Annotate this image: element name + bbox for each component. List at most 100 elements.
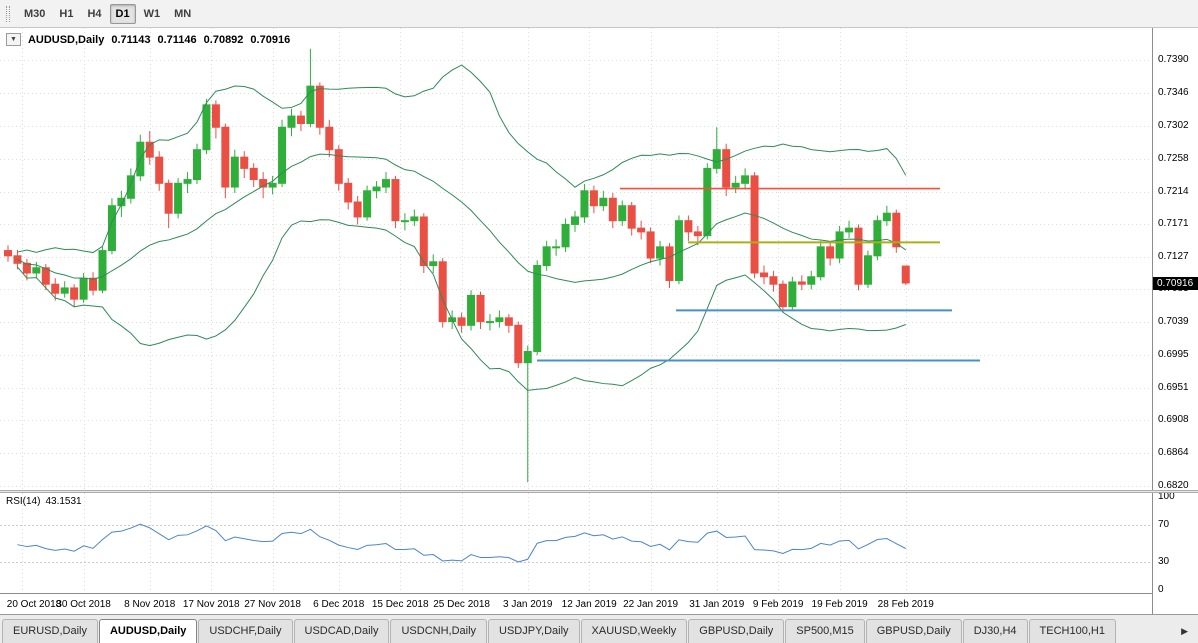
- candle-body: [656, 246, 665, 259]
- price-axis-label: 0.6864: [1158, 447, 1189, 459]
- candle-body: [457, 317, 466, 326]
- candle-body: [344, 182, 353, 203]
- candle-body: [504, 317, 513, 326]
- rsi-axis-label: 100: [1158, 491, 1175, 502]
- price-axis[interactable]: 0.7390 0.7346 0.7302 0.7258 0.7214 0.7171 0.71…: [1152, 28, 1198, 614]
- price-axis-label: 0.7127: [1158, 250, 1189, 262]
- price-axis-label: 0.7258: [1158, 152, 1189, 164]
- toolbar-grip[interactable]: [6, 5, 10, 22]
- candle-body: [892, 212, 901, 248]
- candle-body: [816, 246, 825, 278]
- timeframe-h4-button[interactable]: H4: [87, 7, 102, 20]
- candle-body: [665, 246, 674, 281]
- candle-body: [674, 220, 683, 281]
- candle-body: [627, 205, 636, 229]
- candle-body: [769, 276, 778, 285]
- candle-body: [79, 277, 88, 300]
- candle-body: [334, 149, 343, 184]
- date-axis-label: 25 Dec 2018: [433, 599, 490, 610]
- rsi-axis-label: 70: [1158, 518, 1170, 530]
- candle-body: [353, 201, 362, 218]
- price-axis-label: 0.6908: [1158, 414, 1189, 426]
- candle-body: [863, 255, 872, 285]
- candle-body: [278, 126, 287, 184]
- rsi-grid: [22, 493, 907, 593]
- candle-body: [89, 277, 98, 291]
- candle-body: [240, 156, 249, 169]
- timeframe-w1-button[interactable]: W1: [143, 7, 161, 20]
- bollinger-lower-band: [17, 219, 906, 391]
- candle-body: [476, 294, 485, 323]
- candle-body: [580, 190, 589, 218]
- tab-gbpusd-daily[interactable]: GBPUSD,Daily: [688, 619, 785, 643]
- date-axis-label: 15 Dec 2018: [371, 599, 429, 610]
- date-axis-label: 17 Nov 2018: [182, 599, 240, 610]
- bollinger-upper-band: [17, 64, 907, 254]
- candle-body: [599, 197, 608, 207]
- date-axis-label: 3 Jan 2019: [503, 599, 553, 610]
- date-axis-label: 22 Jan 2019: [623, 599, 679, 610]
- candle-body: [230, 156, 239, 188]
- date-axis[interactable]: 20 Oct 2018 30 Oct 2018 8 Nov 2018 17 Nov 2…: [0, 593, 1152, 614]
- candle-body: [419, 216, 428, 267]
- candle-body: [835, 231, 844, 259]
- candle-body: [542, 246, 551, 267]
- rsi-indicator-panel: RSI(14) 43.1531: [0, 493, 1152, 593]
- tab-sp500-m15[interactable]: SP500,M15: [785, 619, 865, 643]
- tab-eurusd-daily[interactable]: EURUSD,Daily: [2, 619, 98, 643]
- timeframe-d1-button[interactable]: D1: [109, 3, 136, 24]
- candle-body: [722, 149, 731, 188]
- candle-body: [438, 261, 447, 323]
- candle-body: [467, 294, 476, 326]
- candle-body: [4, 250, 12, 257]
- date-axis-label: 9 Feb 2019: [752, 599, 804, 610]
- candle-body: [741, 175, 750, 184]
- tab-usdjpy-daily[interactable]: USDJPY,Daily: [488, 619, 580, 643]
- symbol-dropdown-icon[interactable]: ▼: [6, 33, 21, 46]
- candle-body: [400, 220, 409, 223]
- candle-body: [202, 104, 211, 151]
- candle-body: [533, 265, 542, 352]
- tab-usdcad-daily[interactable]: USDCAD,Daily: [293, 619, 390, 643]
- candle-body: [98, 250, 107, 291]
- date-axis-label: 20 Oct 2018: [6, 599, 62, 610]
- candle-body: [901, 265, 910, 284]
- candle-body: [788, 281, 797, 308]
- candle-body: [703, 167, 712, 237]
- date-axis-label: 8 Nov 2018: [124, 599, 176, 610]
- candle-body: [589, 190, 598, 207]
- tab-scroll-right-icon[interactable]: ▶: [1181, 626, 1188, 636]
- price-axis-label: 0.7346: [1158, 86, 1189, 98]
- tab-usdchf-daily[interactable]: USDCHF,Daily: [198, 619, 293, 643]
- candle-body: [882, 212, 891, 222]
- timeframe-h1-button[interactable]: H1: [59, 7, 74, 20]
- candle-body: [712, 149, 721, 169]
- rsi-chart-canvas[interactable]: [0, 493, 1152, 593]
- candle-body: [164, 182, 173, 214]
- tab-xauusd-weekly[interactable]: XAUUSD,Weekly: [580, 619, 688, 643]
- timeframe-mn-button[interactable]: MN: [174, 7, 192, 20]
- price-axis-label: 0.7039: [1158, 316, 1189, 328]
- tab-usdcnh-daily[interactable]: USDCNH,Daily: [390, 619, 488, 643]
- tab-dj30-h4[interactable]: DJ30,H4: [962, 619, 1028, 643]
- candle-body: [731, 182, 740, 188]
- panel-splitter[interactable]: [0, 490, 1198, 493]
- tab-gbpusd-daily-2[interactable]: GBPUSD,Daily: [865, 619, 962, 643]
- date-axis-label: 28 Feb 2019: [877, 599, 934, 610]
- price-axis-label: 0.6820: [1158, 480, 1189, 491]
- candle-body: [174, 182, 183, 214]
- candle-body: [778, 283, 787, 308]
- candle-body: [70, 287, 79, 300]
- price-axis-label: 0.7390: [1158, 54, 1189, 65]
- candle-body: [854, 227, 863, 285]
- price-axis-label: 0.6951: [1158, 382, 1189, 394]
- date-axis-label: 31 Jan 2019: [689, 599, 745, 610]
- price-chart-canvas[interactable]: [0, 28, 1152, 490]
- candle-body: [268, 182, 277, 188]
- tab-audusd-daily[interactable]: AUDUSD,Daily: [98, 619, 198, 643]
- candle-body: [221, 126, 230, 188]
- timeframe-m30-button[interactable]: M30: [24, 7, 46, 20]
- main-price-chart: ▼ AUDUSD,Daily 0.71143 0.71146 0.70892 0…: [0, 28, 1152, 490]
- chart-tabs-bar: EURUSD,Daily AUDUSD,Daily USDCHF,Daily U…: [0, 614, 1198, 643]
- tab-tech100[interactable]: TECH100,H1: [1028, 619, 1116, 643]
